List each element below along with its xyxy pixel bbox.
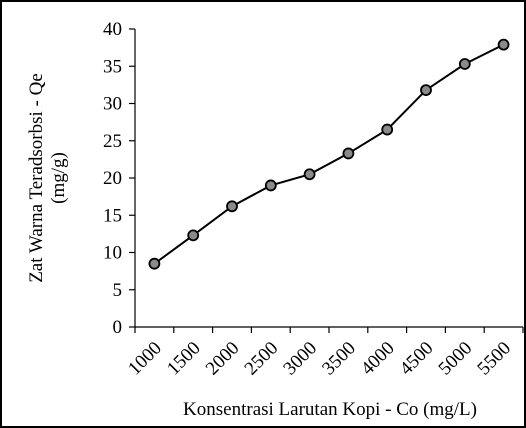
y-tick-label: 25: [103, 131, 122, 152]
x-tick-label: 4500: [396, 338, 438, 380]
data-point-marker: [303, 168, 316, 181]
y-tick-label: 40: [103, 19, 122, 40]
y-tick-label: 35: [103, 56, 122, 77]
x-axis-title: Konsentrasi Larutan Kopi - Co (mg/L): [183, 399, 477, 420]
x-tick-label: 4000: [357, 338, 399, 380]
y-ticks: 0 5 10 15 20 25 30 35 40: [103, 19, 135, 338]
x-tick-label: 5000: [435, 338, 477, 380]
data-point-marker: [381, 123, 394, 136]
y-axis-title-line1: Zat Warna Teradsorbsi - Qe: [26, 73, 47, 283]
y-axis-title: Zat Warna Teradsorbsi - Qe (mg/g): [26, 73, 69, 283]
x-tick-label: 1000: [124, 338, 166, 380]
y-tick-label: 30: [103, 94, 122, 115]
y-tick-label: 10: [103, 243, 122, 264]
y-tick-label: 15: [103, 205, 122, 226]
data-point-marker: [264, 179, 277, 192]
y-tick-label: 0: [113, 317, 123, 338]
data-point-marker: [420, 84, 432, 96]
series-markers: [148, 38, 510, 270]
x-tick-label: 5500: [473, 338, 515, 380]
data-point-marker: [342, 147, 355, 160]
x-tick-label: 3500: [318, 338, 360, 380]
x-tick-label: 1500: [163, 338, 205, 380]
data-point-marker: [148, 257, 161, 270]
x-tick-label: 3000: [279, 338, 321, 380]
data-point-marker: [497, 38, 510, 51]
y-tick-label: 5: [113, 280, 123, 301]
x-tick-label: 2000: [202, 338, 244, 380]
y-axis-title-line2: (mg/g): [48, 152, 69, 204]
series-line: [153, 43, 505, 265]
y-tick-label: 20: [103, 168, 122, 189]
data-point-marker: [226, 200, 238, 213]
data-point-marker: [187, 229, 200, 242]
x-tick-label: 2500: [241, 338, 283, 380]
data-point-marker: [458, 58, 471, 70]
